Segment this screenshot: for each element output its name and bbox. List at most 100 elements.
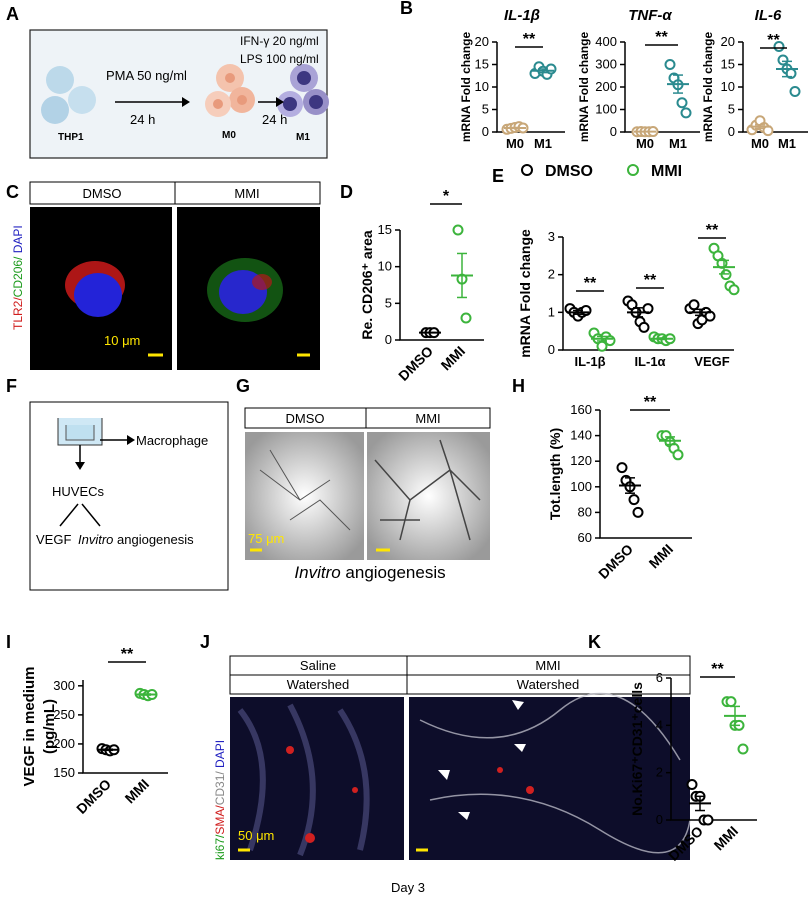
data-point (789, 86, 801, 97)
data-point (777, 54, 789, 66)
panel-letter: D (340, 182, 353, 202)
caption: Invitro angiogenesis (294, 563, 445, 582)
chart: 0 5 10 15 20 IL-6 mRNA Fold change M0 M1 ** (701, 7, 808, 151)
stain-part: SMA/ (213, 805, 227, 835)
label: VEGF (36, 532, 71, 547)
panel-letter: A (6, 4, 19, 24)
cell-label: M1 (296, 132, 310, 143)
y-tick-label: 20 (475, 34, 489, 49)
x-tick-label: MMI (122, 776, 153, 807)
cell-label: THP1 (58, 132, 84, 143)
chart: 150 200 250 300 VEGF in medium (pg/mL) DMSO MMI… (21, 646, 168, 817)
y-tick-label: 10 (378, 259, 392, 274)
header: DMSO (286, 411, 325, 426)
cells-m1 (277, 64, 329, 117)
micrograph (245, 432, 364, 560)
y-tick-label: 200 (595, 79, 617, 94)
significance-label: ** (523, 31, 536, 48)
x-tick-label: M1 (669, 136, 687, 151)
diagram-a: PMA 50 ng/ml 24 h IFN-γ 20 ng/ml LPS 100… (29, 29, 329, 159)
x-tick-label: IL-1α (634, 354, 665, 369)
data-point (737, 743, 749, 755)
y-tick-label: 0 (548, 342, 555, 357)
scale-label: 10 μm (104, 333, 140, 348)
step-label: PMA 50 ng/ml (106, 68, 187, 83)
stain-part: ki67/ (213, 834, 227, 860)
y-tick-label: 5 (728, 102, 735, 117)
stain-label: ki67/SMA/CD31/ DAPI (213, 740, 227, 860)
y-tick-label: 300 (595, 57, 617, 72)
legend-label: MMI (651, 163, 682, 180)
y-tick-label: 250 (53, 707, 75, 722)
x-tick-label: MMI (438, 343, 469, 374)
micrograph (367, 432, 490, 560)
data-point (672, 449, 684, 461)
data-point (452, 224, 464, 236)
chart: 0 1 2 3 mRNA Fold change IL-1β IL-1α VEGF ** ** **… (517, 163, 740, 369)
italic: Invitro (294, 563, 340, 582)
y-tick-label: 6 (656, 670, 663, 685)
y-tick-label: 150 (53, 765, 75, 780)
legend-marker (627, 164, 639, 176)
panel-letter: K (588, 632, 601, 652)
italic: Invitro (78, 532, 113, 547)
y-axis-label: mRNA Fold change (701, 32, 715, 143)
step-label: IFN-γ 20 ng/ml (240, 34, 319, 48)
data-point (702, 814, 714, 826)
x-tick-label: M1 (778, 136, 796, 151)
legend-label: DMSO (545, 163, 593, 180)
significance-label: ** (706, 222, 719, 239)
x-tick-label: MMI (711, 823, 742, 854)
micrograph (230, 697, 404, 860)
cells-thp1 (41, 66, 96, 124)
x-tick-label: VEGF (694, 354, 729, 369)
y-tick-label: 140 (570, 428, 592, 443)
legend-marker (521, 164, 533, 176)
time-label: 24 h (262, 112, 287, 127)
significance-label: ** (767, 32, 780, 49)
y-tick-label: 15 (378, 222, 392, 237)
data-point (688, 299, 700, 311)
y-tick-label: 15 (475, 57, 489, 72)
y-tick-label: 4 (656, 717, 663, 732)
y-tick-label: 100 (570, 479, 592, 494)
micrograph (409, 697, 690, 860)
cells-m0 (205, 64, 255, 117)
step-label: LPS 100 ng/ml (240, 52, 319, 66)
y-tick-label: 10 (721, 79, 735, 94)
chart: 60 80 100 120 140 160 Tot.length (%) DMSO MMI ** (547, 394, 692, 582)
y-tick-label: 0 (385, 332, 392, 347)
stain-part: CD31/ (213, 771, 227, 806)
panel-letter: G (236, 376, 250, 396)
y-axis-label: VEGF in medium (21, 666, 38, 786)
data-point (720, 269, 732, 281)
chart: 0 100 200 300 400 TNF-α mRNA Fold change M0 M1 ** (577, 7, 700, 151)
y-tick-label: 5 (482, 102, 489, 117)
data-point (728, 284, 740, 296)
panel-letter: J (200, 632, 210, 652)
label: HUVECs (52, 484, 105, 499)
subheader: Watershed (517, 677, 579, 692)
y-tick-label: 20 (721, 34, 735, 49)
y-tick-label: 15 (721, 57, 735, 72)
y-tick-label: 100 (595, 102, 617, 117)
data-point (460, 312, 472, 324)
caption: Day 3 (391, 880, 425, 895)
panel-letter: B (400, 0, 413, 18)
y-tick-label: 2 (656, 765, 663, 780)
y-tick-label: 3 (548, 229, 555, 244)
y-tick-label: 5 (385, 295, 392, 310)
stain-label: TLR2/CD206/ DAPI (11, 225, 25, 330)
y-tick-label: 0 (656, 812, 663, 827)
y-tick-label: 10 (475, 79, 489, 94)
stain-part: CD206/ (11, 256, 25, 297)
chart-title: TNF-α (628, 7, 672, 24)
significance-label: ** (711, 661, 724, 678)
data-point (676, 97, 688, 109)
panel-letter: E (492, 166, 504, 186)
header: MMI (415, 411, 440, 426)
significance-label: * (443, 188, 450, 205)
panel-letter: I (6, 632, 11, 652)
panel-c: DMSO MMI 10 μm TLR2/CD206/ DAPI (11, 181, 321, 370)
